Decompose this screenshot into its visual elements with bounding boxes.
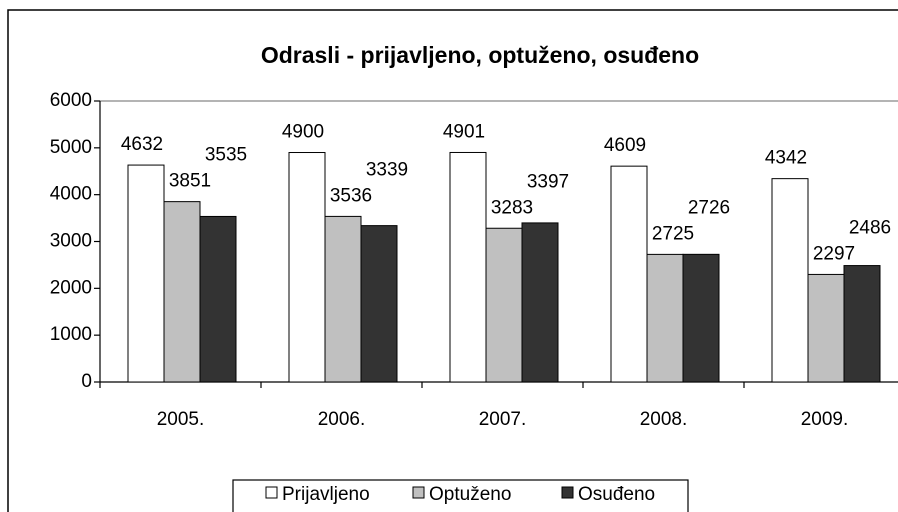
bar (485, 227, 523, 383)
bar (199, 215, 237, 383)
legend-swatch (561, 486, 574, 499)
value-label: 3397 (527, 171, 569, 192)
value-label: 2726 (688, 197, 730, 218)
legend-label: Osuđeno (578, 484, 655, 505)
y-tick-label: 4000 (50, 184, 92, 205)
legend-label: Optuženo (429, 484, 511, 505)
value-label: 4901 (443, 121, 485, 142)
bar (127, 164, 165, 383)
x-tick-label: 2007. (479, 409, 527, 430)
y-tick-label: 5000 (50, 137, 92, 158)
legend-swatch (265, 486, 278, 499)
value-label: 4609 (604, 135, 646, 156)
y-tick-label: 3000 (50, 231, 92, 252)
value-label: 4900 (282, 122, 324, 143)
bar (521, 222, 559, 383)
bar (807, 273, 845, 383)
y-tick-label: 1000 (50, 324, 92, 345)
legend-label: Prijavljeno (282, 484, 370, 505)
y-tick-label: 0 (81, 371, 92, 392)
value-label: 3536 (330, 185, 372, 206)
chart-title: Odrasli - prijavljeno, optuženo, osuđeno (261, 42, 699, 68)
bar (682, 253, 720, 383)
value-label: 4632 (121, 134, 163, 155)
bar (771, 178, 809, 383)
bar (646, 253, 684, 383)
legend-box (232, 479, 689, 512)
value-label: 3535 (205, 145, 247, 166)
y-tick-label: 6000 (50, 90, 92, 111)
x-tick-label: 2006. (318, 409, 366, 430)
value-label: 2486 (849, 217, 891, 238)
x-tick-label: 2005. (157, 409, 205, 430)
bar (288, 152, 326, 383)
bar (610, 165, 648, 383)
legend-swatch (412, 486, 425, 499)
bar (360, 225, 398, 383)
y-tick-label: 2000 (50, 277, 92, 298)
bar (324, 215, 362, 383)
bar (843, 265, 881, 383)
value-label: 2725 (652, 223, 694, 244)
value-label: 2297 (813, 243, 855, 264)
value-label: 3283 (491, 197, 533, 218)
x-tick-label: 2008. (640, 409, 688, 430)
value-label: 3851 (169, 171, 211, 192)
x-tick-label: 2009. (801, 409, 849, 430)
bar (163, 201, 201, 383)
value-label: 4342 (765, 148, 807, 169)
bar (449, 151, 487, 383)
value-label: 3339 (366, 159, 408, 180)
